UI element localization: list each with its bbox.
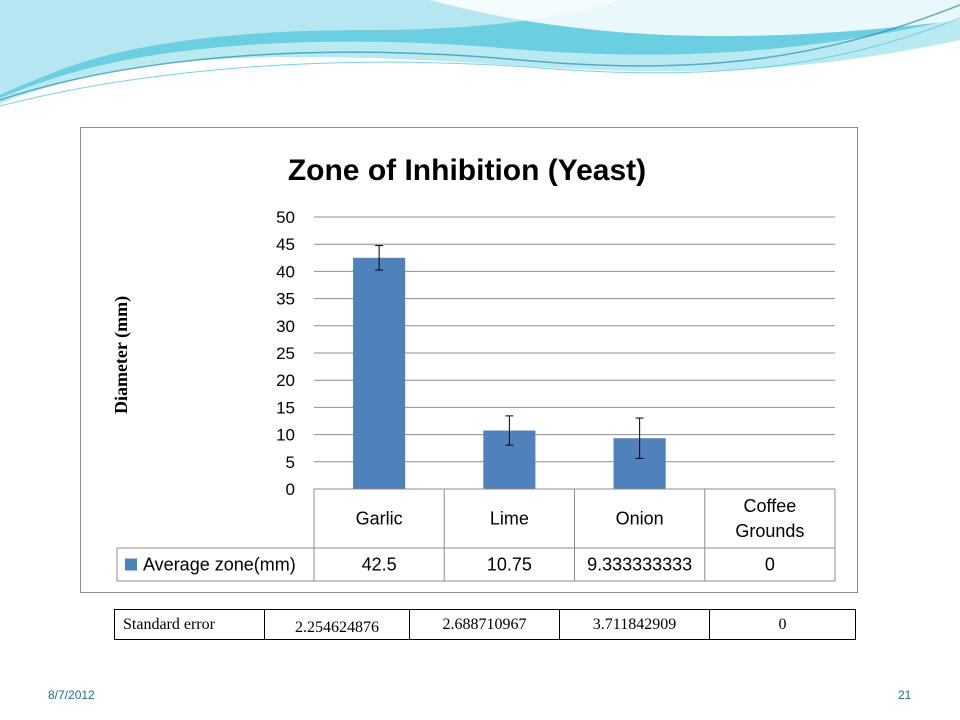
y-tick-label: 40 bbox=[276, 262, 295, 281]
x-category-label: Coffee Grounds bbox=[735, 496, 804, 541]
y-tick-label: 15 bbox=[276, 398, 295, 417]
y-axis-label: Diameter (mm) bbox=[111, 296, 132, 414]
data-label: 10.75 bbox=[487, 555, 532, 575]
y-tick-label: 20 bbox=[276, 371, 295, 390]
x-category-label: Garlic bbox=[356, 509, 403, 529]
y-tick-label: 35 bbox=[276, 290, 295, 309]
y-tick-label: 30 bbox=[276, 317, 295, 336]
standard-error-label: Standard error bbox=[114, 609, 265, 640]
y-tick-label: 50 bbox=[276, 208, 295, 227]
y-tick-label: 25 bbox=[276, 344, 295, 363]
x-category-label: Onion bbox=[616, 509, 664, 529]
slide-date: 8/7/2012 bbox=[48, 688, 95, 702]
y-tick-label: 45 bbox=[276, 235, 295, 254]
standard-error-onion: 3.711842909 bbox=[559, 609, 710, 640]
legend-swatch bbox=[125, 558, 137, 571]
standard-error-table: Standard error 2.254624876 2.688710967 3… bbox=[114, 609, 856, 640]
data-label: 42.5 bbox=[362, 555, 397, 575]
x-category-label: Lime bbox=[490, 509, 529, 529]
bar-garlic bbox=[353, 257, 406, 489]
chart-title: Zone of Inhibition (Yeast) bbox=[288, 154, 646, 187]
y-tick-label: 5 bbox=[286, 453, 295, 472]
bar-chart: Zone of Inhibition (Yeast) Diameter (mm)… bbox=[111, 154, 836, 582]
chart-frame: Zone of Inhibition (Yeast) Diameter (mm)… bbox=[80, 127, 858, 593]
standard-error-coffee-grounds: 0 bbox=[709, 609, 856, 640]
y-tick-label: 0 bbox=[286, 480, 295, 499]
legend-entry: Average zone(mm) bbox=[143, 555, 296, 575]
standard-error-garlic: 2.254624876 bbox=[264, 609, 410, 640]
y-tick-label: 10 bbox=[276, 426, 295, 445]
slide-page-number: 21 bbox=[898, 688, 912, 702]
data-label: 0 bbox=[765, 555, 775, 575]
standard-error-lime: 2.688710967 bbox=[409, 609, 560, 640]
header-wave-decoration bbox=[0, 0, 960, 107]
data-label: 9.333333333 bbox=[587, 555, 692, 575]
standard-error-row: Standard error 2.254624876 2.688710967 3… bbox=[114, 609, 856, 640]
